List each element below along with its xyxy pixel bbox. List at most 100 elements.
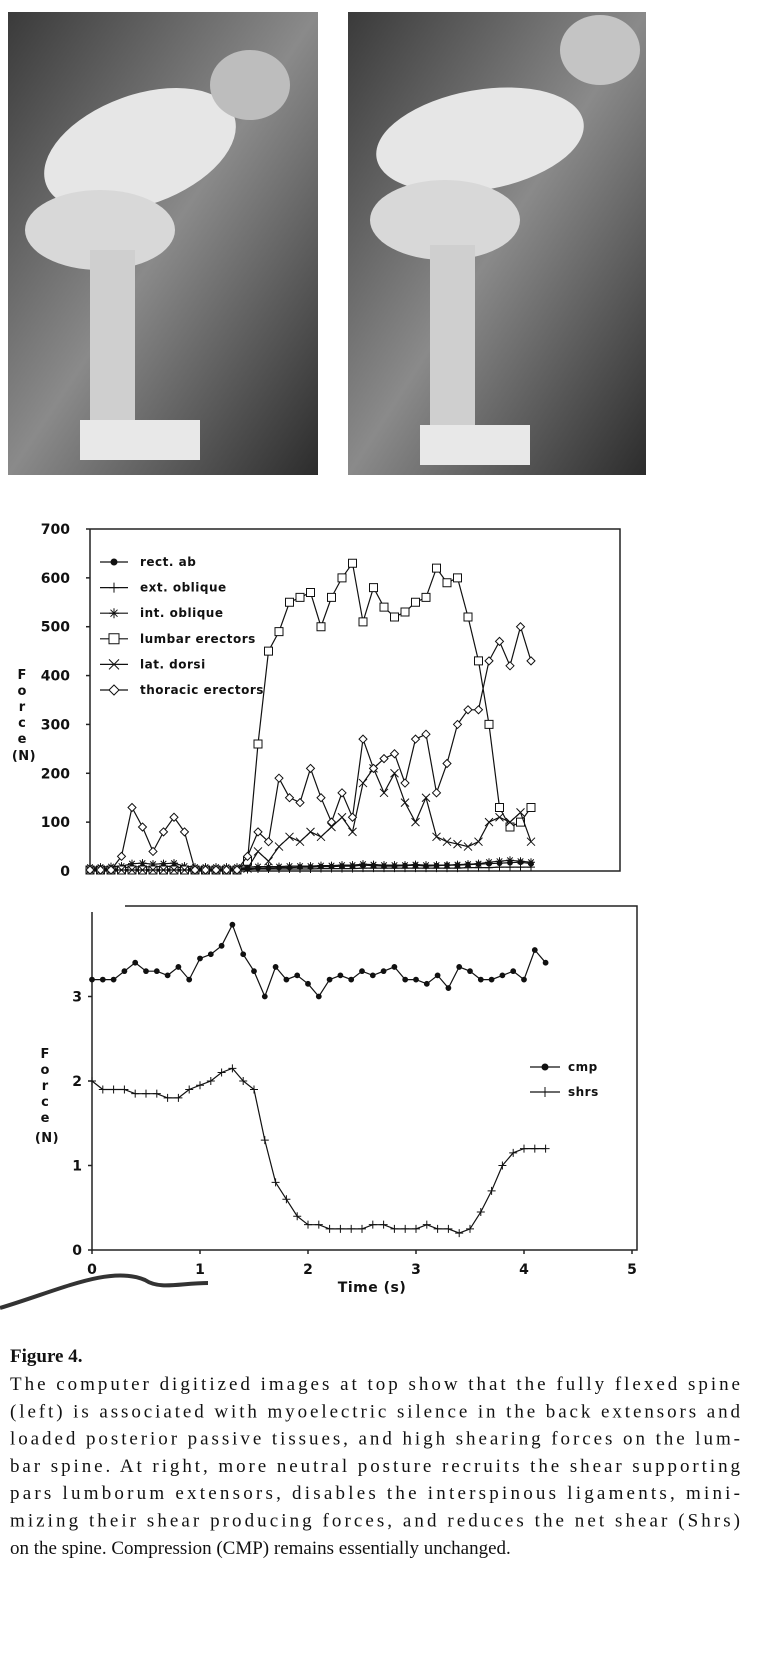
y-tick-label: 1	[72, 1159, 82, 1175]
marker	[99, 976, 106, 983]
marker	[463, 705, 473, 715]
chart: 0 100 200 300 400 500 600 700 Force(N) rect. ab ex…	[12, 522, 621, 880]
marker	[348, 861, 357, 870]
marker	[218, 942, 225, 949]
marker	[413, 976, 419, 983]
legend-marker	[109, 608, 119, 619]
x-tick-label: 5	[627, 1262, 637, 1278]
marker	[293, 1212, 302, 1221]
marker	[422, 861, 430, 870]
marker	[369, 860, 378, 869]
caption-line: loaded posterior passive tissues, and hi…	[10, 1429, 740, 1450]
marker	[484, 719, 494, 729]
series-line	[92, 923, 547, 999]
marker	[466, 1224, 474, 1233]
marker	[175, 964, 182, 970]
y-tick-label: 3	[72, 990, 82, 1006]
marker	[116, 851, 127, 862]
caption-line: pars lumborum extensors, disables the in…	[10, 1483, 740, 1504]
marker	[358, 617, 368, 627]
marker	[137, 822, 148, 832]
y-axis-unit: (N)	[35, 1131, 59, 1146]
marker	[495, 812, 504, 822]
plot-frame	[89, 528, 621, 872]
marker	[453, 860, 462, 869]
marker	[200, 865, 211, 875]
marker	[285, 597, 294, 607]
marker	[411, 597, 420, 607]
marker	[109, 1085, 118, 1094]
marker	[264, 862, 273, 871]
x-tick-label: 2	[303, 1262, 313, 1278]
marker	[434, 972, 441, 979]
marker	[348, 827, 357, 837]
marker	[516, 808, 525, 817]
marker	[128, 859, 136, 868]
marker	[164, 972, 171, 979]
marker	[445, 985, 452, 991]
caption-label: Figure 4.	[10, 1346, 82, 1367]
marker	[186, 976, 193, 983]
marker	[88, 1077, 96, 1085]
x-tick-label: 4	[519, 1262, 529, 1278]
caption-line: on the spine. Compression (CMP) remains …	[10, 1538, 511, 1559]
marker	[253, 739, 263, 749]
marker	[325, 1224, 334, 1233]
marker	[411, 817, 420, 827]
marker	[138, 865, 147, 875]
marker	[485, 858, 493, 867]
marker	[304, 1220, 312, 1229]
marker	[402, 976, 409, 983]
y-axis-label: Force	[38, 1047, 53, 1127]
marker	[456, 964, 463, 970]
marker	[243, 864, 252, 873]
marker	[285, 832, 294, 842]
marker	[264, 646, 273, 656]
marker	[432, 563, 441, 573]
marker	[337, 812, 347, 822]
marker	[169, 812, 179, 822]
marker	[207, 951, 214, 958]
marker	[163, 1093, 172, 1102]
marker	[521, 976, 527, 983]
y-axis-label: Force	[15, 668, 30, 748]
marker	[250, 1085, 258, 1094]
marker	[348, 558, 357, 568]
marker	[411, 860, 420, 869]
marker	[274, 627, 284, 637]
marker	[488, 976, 495, 983]
x-tick-label: 0	[87, 1262, 97, 1278]
marker	[185, 1085, 194, 1094]
marker	[179, 827, 190, 837]
marker	[121, 968, 128, 975]
marker	[412, 1224, 420, 1233]
marker	[251, 968, 257, 975]
marker	[444, 1224, 453, 1233]
marker	[526, 656, 536, 666]
marker	[474, 837, 483, 847]
marker	[505, 661, 515, 671]
marker	[477, 976, 484, 983]
marker	[306, 588, 315, 598]
marker	[516, 857, 525, 866]
marker	[498, 1161, 507, 1170]
marker	[476, 1207, 485, 1216]
marker	[240, 951, 247, 958]
marker	[295, 797, 305, 808]
photo-left	[8, 12, 318, 475]
marker	[263, 836, 274, 847]
marker	[463, 612, 473, 622]
marker	[316, 832, 326, 842]
legend-label: lat. dorsi	[140, 657, 206, 671]
marker	[142, 1089, 150, 1098]
marker	[95, 865, 106, 875]
marker	[494, 636, 505, 647]
marker	[326, 817, 337, 827]
marker	[400, 798, 410, 807]
legend-label: rect. ab	[140, 555, 196, 569]
legend-label: lumbar erectors	[140, 632, 256, 646]
y-tick-label: 300	[41, 717, 70, 733]
marker	[401, 1224, 410, 1233]
marker	[305, 980, 311, 987]
